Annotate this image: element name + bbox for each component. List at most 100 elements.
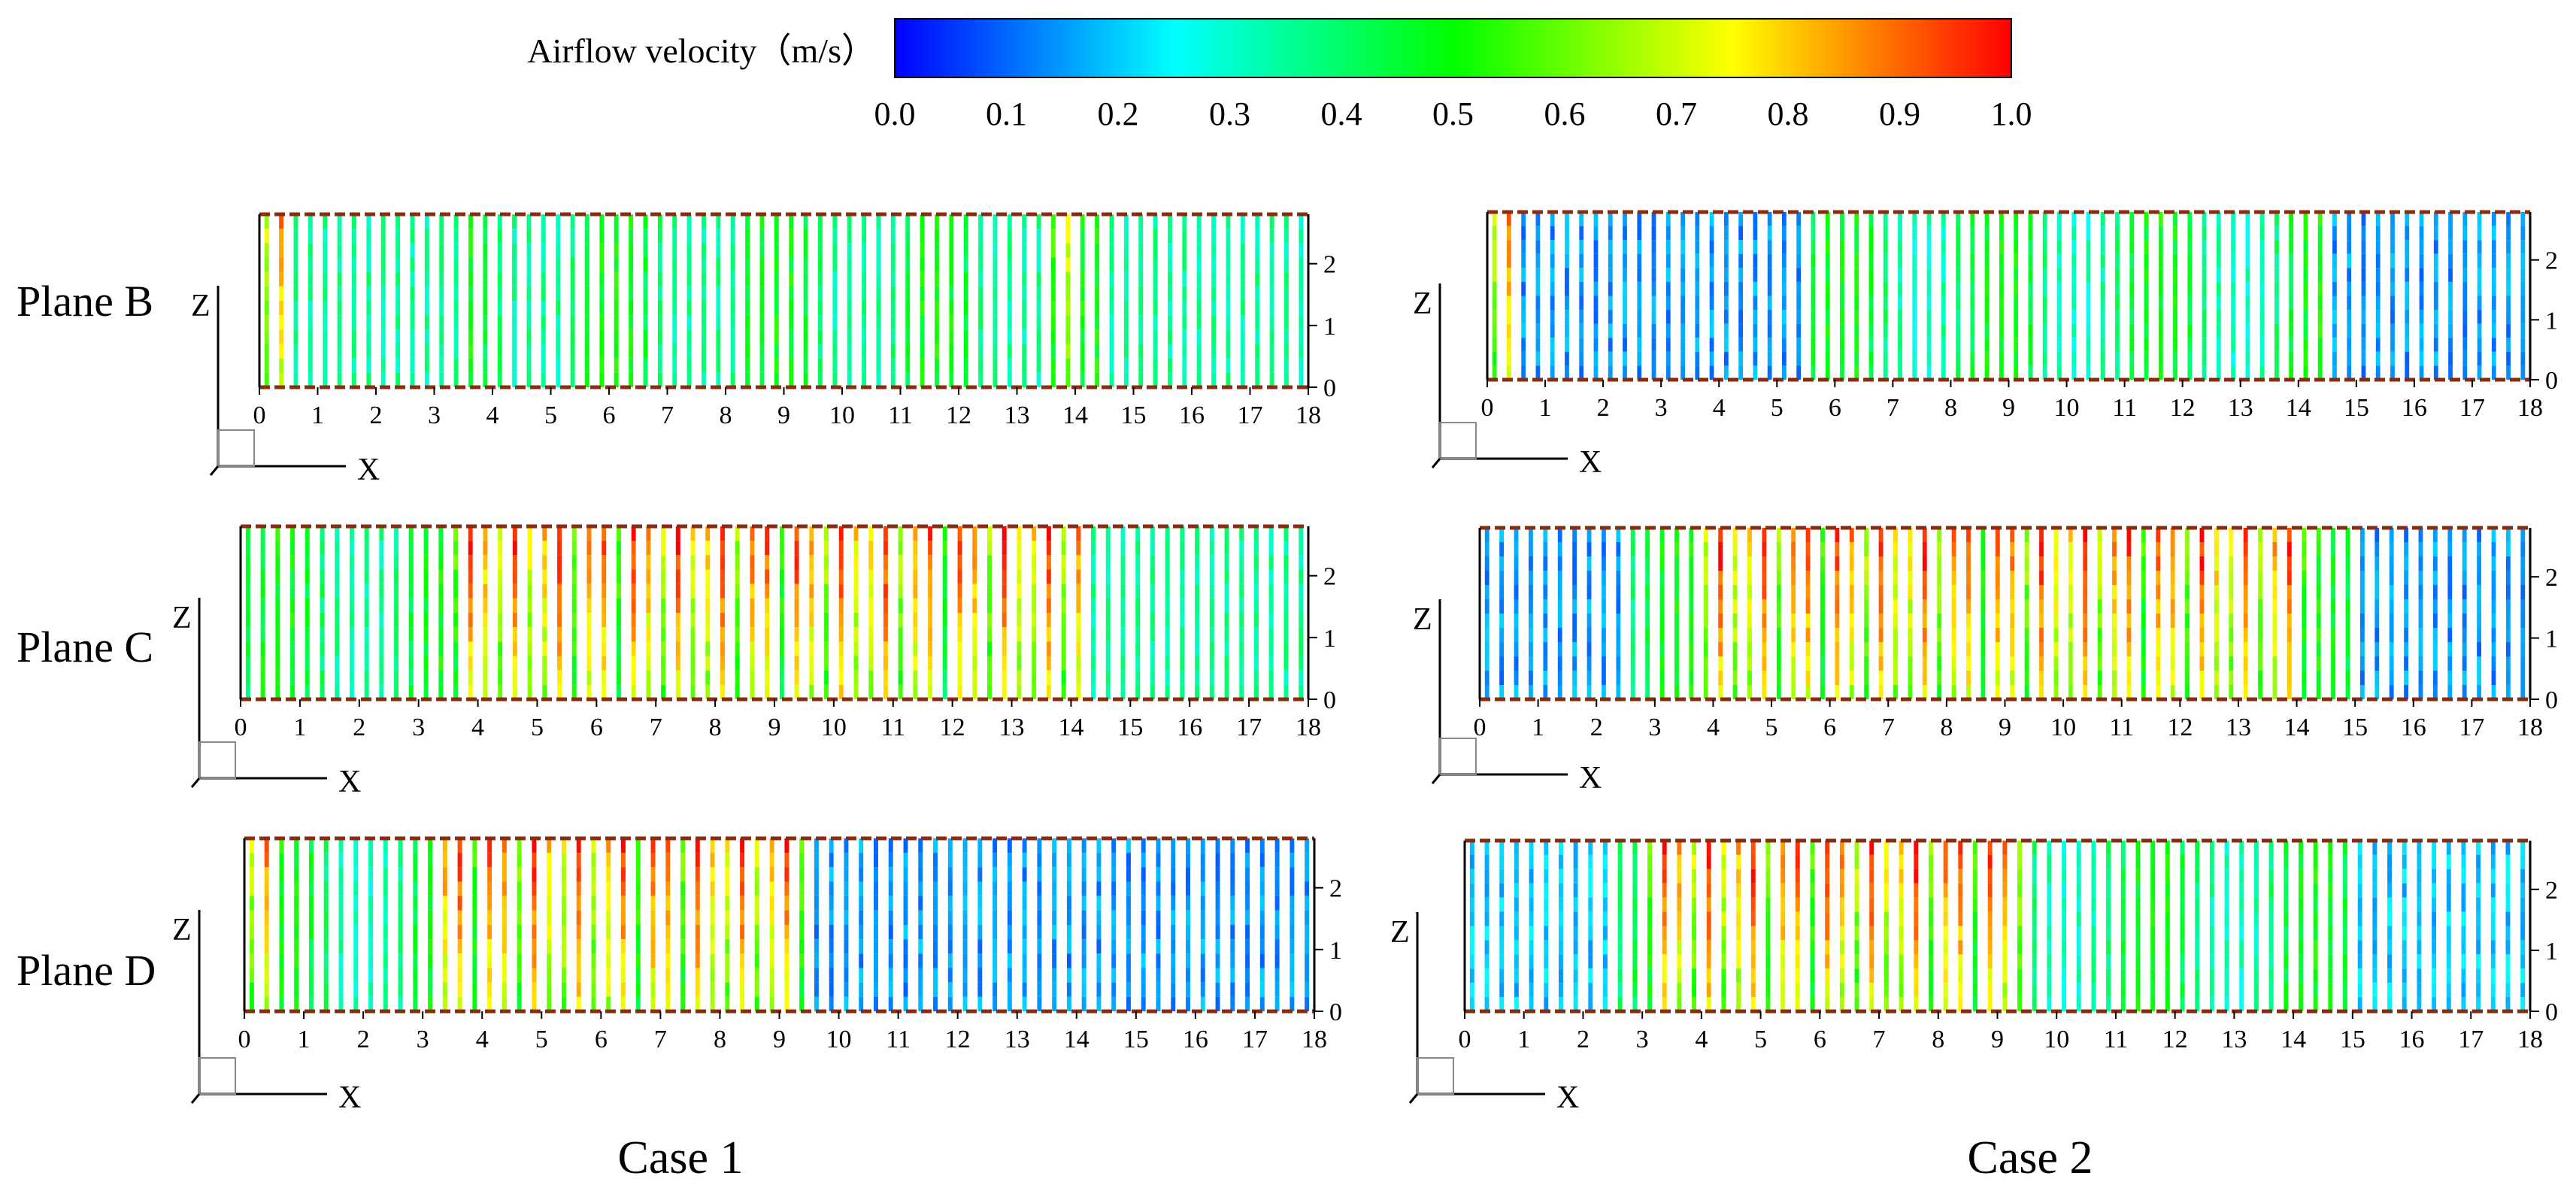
velocity-vector xyxy=(320,627,325,642)
velocity-vector xyxy=(947,925,953,940)
velocity-vector xyxy=(1565,365,1569,380)
x-tick-label: 7 xyxy=(1887,394,1899,422)
velocity-vector xyxy=(1269,301,1274,316)
velocity-vector xyxy=(690,656,696,671)
velocity-vector xyxy=(1908,614,1913,628)
velocity-vector xyxy=(1573,926,1578,941)
velocity-vector xyxy=(740,953,745,968)
velocity-vector xyxy=(978,229,983,244)
velocity-vector xyxy=(650,867,656,882)
x-tick-label: 6 xyxy=(590,714,603,741)
velocity-vector xyxy=(2405,323,2410,338)
velocity-vector xyxy=(323,881,329,896)
velocity-vector xyxy=(398,867,403,882)
velocity-vector xyxy=(453,358,459,373)
velocity-vector xyxy=(394,641,399,656)
velocity-vector xyxy=(686,214,692,229)
velocity-vector xyxy=(1706,940,1711,955)
velocity-vector xyxy=(720,583,725,599)
velocity-vector xyxy=(1680,240,1685,254)
velocity-vector xyxy=(1849,656,1854,671)
velocity-vector xyxy=(735,541,740,556)
velocity-vector xyxy=(1854,983,1859,998)
velocity-vector xyxy=(888,853,893,868)
velocity-vector xyxy=(686,315,692,330)
velocity-vector xyxy=(1984,268,1990,282)
velocity-vector xyxy=(1066,925,1071,940)
velocity-vector xyxy=(1980,599,1986,614)
velocity-vector xyxy=(2053,528,2059,542)
velocity-vector xyxy=(1274,881,1280,896)
velocity-vector xyxy=(468,271,473,286)
z-tick-label: 0 xyxy=(2545,367,2558,395)
velocity-vector xyxy=(279,344,283,359)
velocity-vector xyxy=(918,939,923,954)
velocity-vector xyxy=(1603,911,1608,926)
velocity-vector xyxy=(2287,542,2292,556)
velocity-vector xyxy=(1926,295,1932,311)
velocity-vector xyxy=(1120,627,1126,642)
velocity-vector xyxy=(1937,585,1942,599)
velocity-vector xyxy=(1825,997,1830,1011)
velocity-vector xyxy=(2144,323,2149,338)
velocity-vector xyxy=(294,982,299,997)
velocity-vector xyxy=(1898,295,1902,311)
velocity-vector xyxy=(1284,315,1289,330)
velocity-vector xyxy=(2187,338,2193,352)
velocity-vector xyxy=(754,910,759,925)
velocity-vector xyxy=(774,257,779,272)
velocity-vector xyxy=(1514,585,1519,599)
velocity-vector xyxy=(1492,338,1497,352)
velocity-vector xyxy=(308,257,313,272)
velocity-vector xyxy=(1153,257,1158,272)
velocity-vector xyxy=(570,372,575,387)
velocity-vector xyxy=(1825,868,1830,883)
velocity-vector xyxy=(1046,526,1051,541)
velocity-vector xyxy=(993,229,998,244)
velocity-vector xyxy=(702,214,706,229)
velocity-vector xyxy=(1168,271,1172,286)
velocity-vector xyxy=(2491,310,2496,324)
velocity-vector xyxy=(602,627,607,642)
velocity-vector xyxy=(1970,212,1975,226)
velocity-vector xyxy=(665,996,671,1011)
velocity-vector xyxy=(498,670,503,685)
velocity-vector xyxy=(1937,542,1942,556)
velocity-vector xyxy=(1529,997,1534,1011)
velocity-vector xyxy=(512,627,517,642)
velocity-vector xyxy=(1811,295,1816,311)
velocity-vector xyxy=(972,641,977,656)
velocity-vector xyxy=(2477,542,2482,556)
velocity-vector xyxy=(2332,338,2337,352)
velocity-vector xyxy=(1153,329,1158,344)
velocity-vector xyxy=(1995,556,2000,571)
velocity-vector xyxy=(483,670,488,685)
velocity-vector xyxy=(483,344,488,359)
velocity-vector xyxy=(1637,365,1642,380)
velocity-vector xyxy=(323,838,329,853)
velocity-vector xyxy=(2028,365,2033,380)
velocity-vector xyxy=(547,881,552,896)
velocity-vector xyxy=(853,627,859,642)
velocity-vector xyxy=(1209,684,1214,699)
velocity-vector xyxy=(769,838,774,853)
velocity-vector xyxy=(1637,310,1642,324)
velocity-vector xyxy=(532,838,537,853)
velocity-vector xyxy=(2057,240,2062,254)
velocity-vector xyxy=(547,968,552,983)
velocity-vector xyxy=(859,896,864,911)
velocity-vector xyxy=(1239,656,1244,671)
velocity-vector xyxy=(2404,542,2408,556)
velocity-vector xyxy=(1557,585,1562,599)
velocity-vector xyxy=(859,867,864,882)
velocity-vector xyxy=(264,838,269,853)
velocity-vector xyxy=(1066,867,1071,882)
velocity-vector xyxy=(2216,310,2221,324)
velocity-vector xyxy=(1150,598,1155,613)
velocity-vector xyxy=(695,910,700,925)
velocity-vector xyxy=(512,526,517,541)
velocity-vector xyxy=(498,526,503,541)
velocity-vector xyxy=(1695,310,1700,324)
velocity-vector xyxy=(1268,541,1274,556)
velocity-vector xyxy=(457,910,462,925)
